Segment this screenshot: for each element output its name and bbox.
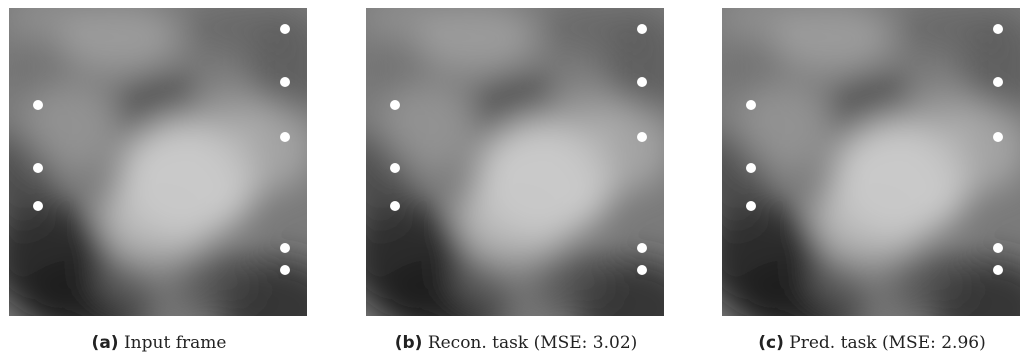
- noise-blob: [159, 243, 259, 313]
- noise-field-svg: [722, 8, 1020, 316]
- noise-blob: [872, 243, 972, 313]
- caption-input: (a) Input frame: [9, 332, 309, 354]
- caption-tag: (c): [758, 333, 784, 353]
- caption-tag: (a): [91, 333, 119, 353]
- point-marker: [746, 163, 756, 173]
- noise-blob: [897, 8, 1007, 53]
- noise-blob: [541, 8, 651, 53]
- point-marker: [993, 24, 1003, 34]
- point-marker: [390, 100, 400, 110]
- noise-image-recon: [366, 8, 664, 316]
- point-marker: [993, 77, 1003, 87]
- point-marker: [280, 77, 290, 87]
- point-marker: [637, 265, 647, 275]
- point-marker: [280, 265, 290, 275]
- noise-blobs: [722, 8, 1020, 316]
- noise-blob: [451, 248, 541, 308]
- panel-recon-task: (b) Recon. task (MSE: 3.02): [366, 0, 666, 356]
- noise-blob: [99, 173, 219, 263]
- noise-blob: [546, 88, 626, 148]
- noise-blobs: [9, 8, 307, 316]
- noise-blob: [9, 8, 94, 43]
- noise-blob: [516, 243, 616, 313]
- noise-blob: [807, 248, 897, 308]
- noise-blobs: [366, 8, 664, 316]
- panel-pred-task: (c) Pred. task (MSE: 2.96): [722, 0, 1022, 356]
- point-marker: [33, 163, 43, 173]
- noise-field-svg: [366, 8, 664, 316]
- noise-image-pred: [722, 8, 1020, 316]
- point-marker: [746, 201, 756, 211]
- caption-pred: (c) Pred. task (MSE: 2.96): [722, 332, 1022, 354]
- caption-text: Recon. task (MSE: 3.02): [427, 333, 638, 353]
- point-marker: [746, 100, 756, 110]
- point-marker: [993, 132, 1003, 142]
- point-marker: [280, 24, 290, 34]
- point-marker: [637, 132, 647, 142]
- noise-blob: [902, 88, 982, 148]
- caption-tag: (b): [394, 333, 423, 353]
- noise-blob: [456, 173, 576, 263]
- point-marker: [993, 243, 1003, 253]
- point-marker: [33, 201, 43, 211]
- noise-blob: [184, 8, 294, 53]
- noise-blob: [19, 83, 119, 173]
- noise-blob: [94, 248, 184, 308]
- point-marker: [993, 265, 1003, 275]
- noise-blob: [812, 173, 932, 263]
- point-marker: [637, 243, 647, 253]
- point-marker: [280, 243, 290, 253]
- point-marker: [637, 77, 647, 87]
- noise-blob: [732, 83, 832, 173]
- noise-blob: [722, 8, 807, 43]
- point-marker: [33, 100, 43, 110]
- caption-text: Pred. task (MSE: 2.96): [789, 333, 986, 353]
- point-marker: [637, 24, 647, 34]
- caption-text: Input frame: [123, 333, 227, 353]
- point-marker: [390, 201, 400, 211]
- panel-input-frame: (a) Input frame: [9, 0, 309, 356]
- noise-image-input: [9, 8, 307, 316]
- noise-field-svg: [9, 8, 307, 316]
- point-marker: [390, 163, 400, 173]
- noise-blob: [376, 83, 476, 173]
- point-marker: [280, 132, 290, 142]
- noise-blob: [189, 88, 269, 148]
- caption-recon: (b) Recon. task (MSE: 3.02): [366, 332, 666, 354]
- noise-blob: [366, 8, 451, 43]
